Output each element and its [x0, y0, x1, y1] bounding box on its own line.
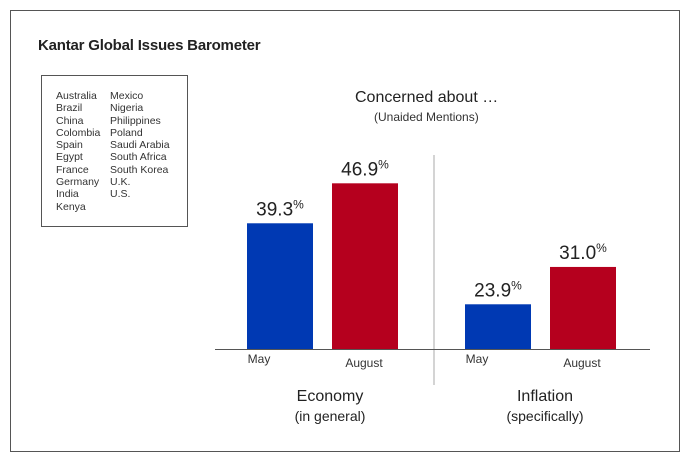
country-item: Nigeria: [110, 102, 144, 115]
country-item: China: [56, 114, 84, 127]
group-label-economy: Economy: [296, 388, 364, 405]
country-item: Kenya: [56, 200, 86, 213]
country-list-box: Australia Brazil China Colombia Spain Egypt Fr…: [41, 75, 188, 227]
country-item: Brazil: [56, 102, 83, 115]
chart-frame: [10, 10, 680, 452]
country-item: Spain: [56, 139, 83, 152]
group-sublabel-inflation: (specifically): [506, 408, 584, 424]
country-item: South Korea: [110, 163, 169, 176]
bar-may-economy: [247, 223, 313, 349]
data-label: 23.9%: [474, 278, 522, 301]
country-item: Colombia: [56, 126, 101, 139]
country-item: Philippines: [110, 114, 161, 127]
country-item: U.S.: [110, 188, 131, 201]
country-item: Germany: [56, 176, 100, 189]
chart-subtitle: Concerned about …: [355, 89, 499, 106]
group-sublabel-economy: (in general): [294, 408, 366, 424]
bar-august-inflation: [550, 266, 616, 349]
data-label: 46.9%: [341, 157, 389, 180]
data-label: 31.0%: [559, 241, 607, 264]
bar-august-economy: [332, 183, 398, 349]
country-item: U.K.: [110, 176, 131, 189]
country-item: France: [56, 163, 89, 176]
country-column-1: Australia Brazil China Colombia Spain Egypt Fr…: [56, 90, 100, 213]
country-item: Egypt: [56, 151, 83, 164]
country-item: Mexico: [110, 90, 144, 102]
x-tick-label: May: [466, 352, 489, 366]
country-item: India: [56, 188, 79, 201]
bar-may-inflation: [465, 304, 531, 349]
data-label: 39.3%: [256, 197, 304, 220]
country-item: South Africa: [110, 151, 167, 164]
chart-title: Kantar Global Issues Barometer: [38, 37, 261, 54]
chart-subtitle-note: (Unaided Mentions): [374, 110, 479, 124]
x-tick-label: August: [563, 356, 601, 370]
group-label-inflation: Inflation: [516, 388, 574, 405]
country-item: Saudi Arabia: [110, 139, 170, 152]
x-tick-label: May: [248, 352, 271, 366]
country-column-2: Mexico Nigeria Philippines Poland Saudi Arab…: [110, 90, 170, 201]
country-item: Australia: [56, 90, 97, 102]
x-tick-label: August: [345, 356, 383, 370]
country-item: Poland: [110, 126, 143, 139]
